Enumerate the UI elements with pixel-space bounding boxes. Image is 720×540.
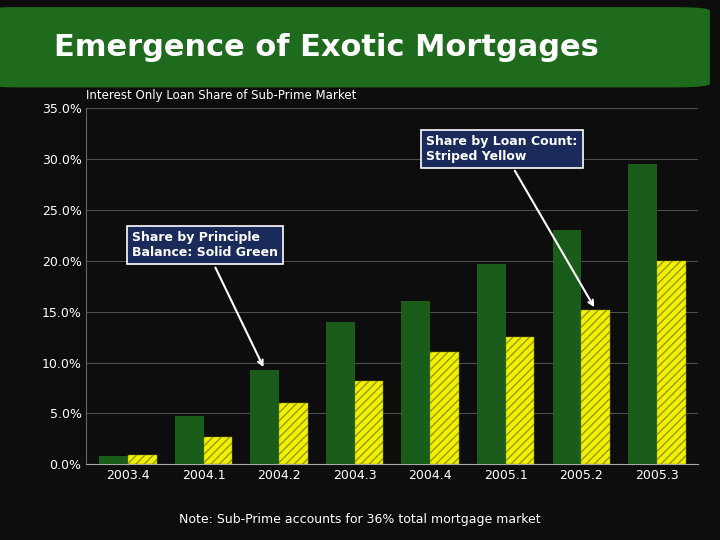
Bar — [430, 353, 459, 464]
Text: Note: Sub-Prime accounts for 36% total mortgage market: Note: Sub-Prime accounts for 36% total m… — [179, 514, 541, 526]
Bar — [99, 456, 128, 464]
Text: Interest Only Loan Share of Sub-Prime Market: Interest Only Loan Share of Sub-Prime Ma… — [86, 89, 357, 102]
FancyBboxPatch shape — [0, 7, 710, 87]
Bar — [657, 261, 685, 464]
Bar — [326, 322, 355, 464]
Text: Share by Principle
Balance: Solid Green: Share by Principle Balance: Solid Green — [132, 232, 278, 365]
Bar — [204, 437, 233, 464]
Bar — [251, 370, 279, 464]
Bar — [355, 381, 383, 464]
Bar — [402, 301, 430, 464]
Bar — [552, 230, 581, 464]
Bar — [505, 337, 534, 464]
Text: Share by Loan Count:
Striped Yellow: Share by Loan Count: Striped Yellow — [426, 135, 593, 305]
Text: Emergence of Exotic Mortgages: Emergence of Exotic Mortgages — [54, 33, 599, 62]
Bar — [581, 309, 610, 464]
Bar — [175, 415, 204, 464]
Bar — [477, 264, 505, 464]
Bar — [279, 403, 307, 464]
Bar — [128, 455, 157, 464]
Bar — [628, 164, 657, 464]
